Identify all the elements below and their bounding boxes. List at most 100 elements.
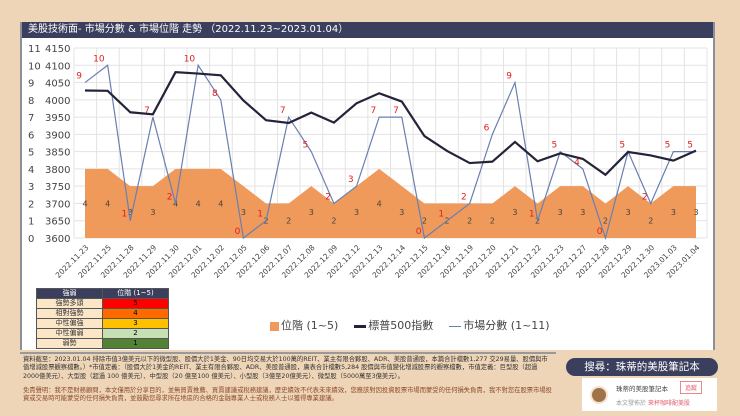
position-label: 2 — [422, 217, 427, 226]
y-tick-score: 0 — [28, 234, 34, 245]
score-label: 7 — [370, 106, 376, 116]
score-label: 2 — [461, 192, 467, 202]
position-label: 2 — [490, 217, 495, 226]
position-label: 3 — [512, 208, 517, 217]
score-label: 2 — [167, 192, 173, 202]
row-label: 強勢多頭 — [36, 298, 103, 309]
row-value: 2 — [102, 328, 169, 339]
position-label: 4 — [105, 199, 110, 208]
search-pill: 搜尋：珠蒂的美股筆記本 — [566, 358, 718, 376]
y-tick-price: 4000 — [45, 96, 70, 107]
score-label: 0 — [597, 227, 603, 237]
score-label: 10 — [93, 54, 105, 64]
y-tick-score: 6 — [28, 130, 34, 141]
y-tick-price: 4050 — [45, 79, 70, 90]
score-label: 9 — [76, 72, 82, 82]
y-tick-score: 9 — [28, 79, 34, 90]
promo-card: 珠蒂的美股筆記本 追蹤 本文發佈於 來杯咖啡配美股 — [582, 378, 717, 411]
score-label: 1 — [122, 210, 128, 220]
legend-item-position: 位階 (1~5) — [270, 317, 338, 333]
score-line — [84, 63, 696, 241]
score-label: 7 — [393, 106, 399, 116]
score-label: 1 — [529, 210, 535, 220]
y-tick-price: 3950 — [45, 113, 70, 124]
avatar — [590, 386, 608, 404]
legend: 位階 (1~5) 標普500指數 市場分數 (1~11) — [270, 317, 550, 333]
table-row: 相對強勢 4 — [36, 308, 169, 319]
follow-button[interactable]: 追蹤 — [680, 381, 703, 394]
score-label: 0 — [416, 227, 422, 237]
score-label: 2 — [642, 192, 648, 202]
position-label: 3 — [671, 208, 676, 217]
position-label: 2 — [331, 217, 336, 226]
position-label: 2 — [286, 217, 291, 226]
row-label: 中性偏強 — [36, 318, 103, 329]
row-label: 中性偏弱 — [36, 328, 103, 339]
position-label: 3 — [241, 208, 246, 217]
score-label: 9 — [506, 72, 512, 82]
position-label: 3 — [354, 208, 359, 217]
position-legend-table: 強弱 位階 (1~5) 強勢多頭 5 相對強勢 4 中性偏強 3 中性偏弱 2 弱勢 1 — [36, 288, 169, 349]
table-row: 強勢多頭 5 — [36, 298, 169, 309]
position-label: 3 — [693, 208, 698, 217]
y-tick-score: 7 — [28, 113, 34, 124]
row-value: 5 — [102, 298, 169, 309]
y-tick-score: 3 — [28, 182, 34, 193]
score-label: 5 — [665, 141, 671, 151]
table-row: 中性偏弱 2 — [36, 328, 169, 339]
score-label: 8 — [212, 89, 218, 99]
y-tick-price: 3700 — [45, 199, 70, 210]
legend-swatch-line — [354, 324, 367, 328]
source-prefix: 本文發佈於 — [616, 400, 647, 407]
y-tick-price: 4100 — [45, 61, 70, 72]
position-label: 2 — [535, 217, 540, 226]
score-label: 5 — [687, 141, 693, 151]
score-label: 2 — [325, 192, 331, 202]
score-label: 3 — [348, 175, 354, 185]
position-label: 3 — [128, 208, 133, 217]
disclaimer-text: 免責聲明：我不是財務顧問，本文僅用於分享目的，並無買賣推薦、買賣建議或稅務建議，… — [23, 386, 552, 403]
position-label: 3 — [580, 208, 585, 217]
y-tick-score: 10 — [28, 61, 41, 72]
y-tick-score: 2 — [28, 199, 34, 210]
chart-card: 美股技術面- 市場分數 & 市場位階 走勢 （2022.11.23~2023.0… — [20, 22, 715, 350]
score-label: 6 — [484, 123, 490, 133]
position-label: 3 — [309, 208, 314, 217]
score-label: 7 — [280, 106, 286, 116]
position-area — [85, 168, 696, 238]
y-tick-price: 3850 — [45, 148, 70, 159]
position-label: 4 — [82, 199, 87, 208]
y-tick-price: 3750 — [45, 182, 70, 193]
y-tick-score: 11 — [28, 44, 41, 55]
position-label: 2 — [648, 217, 653, 226]
y-tick-score: 5 — [28, 148, 34, 159]
y-tick-score: 1 — [28, 217, 34, 228]
legend-label: 標普500指數 — [368, 319, 434, 332]
source-link[interactable]: 來杯咖啡配美股 — [647, 400, 690, 407]
legend-label: 市場分數 (1~11) — [463, 319, 550, 332]
position-label: 4 — [377, 199, 382, 208]
score-label: 5 — [619, 141, 625, 151]
position-label: 4 — [218, 199, 223, 208]
data-source-text: 資料截至：2023.01.04 排除市值3億美元以下的微型股、股價大於1美金、9… — [23, 356, 548, 380]
row-label: 弱勢 — [36, 338, 103, 349]
legend-swatch-area — [270, 321, 279, 331]
legend-swatch-line — [449, 325, 462, 327]
table-header: 強弱 — [36, 288, 103, 299]
table-row: 弱勢 1 — [36, 338, 169, 349]
chart-title: 美股技術面- 市場分數 & 市場位階 走勢 （2022.11.23~2023.0… — [22, 22, 713, 38]
y-tick-score: 4 — [28, 165, 34, 176]
y-tick-price: 4150 — [45, 44, 70, 55]
score-label: 10 — [184, 54, 196, 64]
score-label: 1 — [438, 210, 444, 220]
score-label: 0 — [235, 227, 241, 237]
y-tick-price: 3800 — [45, 165, 70, 176]
legend-label: 位階 (1~5) — [281, 319, 339, 332]
position-label: 3 — [558, 208, 563, 217]
row-value: 4 — [102, 308, 169, 319]
legend-item-sp500: 標普500指數 — [354, 317, 433, 333]
score-label: 7 — [144, 106, 150, 116]
y-tick-price: 3600 — [45, 234, 70, 245]
score-label: 5 — [551, 141, 557, 151]
